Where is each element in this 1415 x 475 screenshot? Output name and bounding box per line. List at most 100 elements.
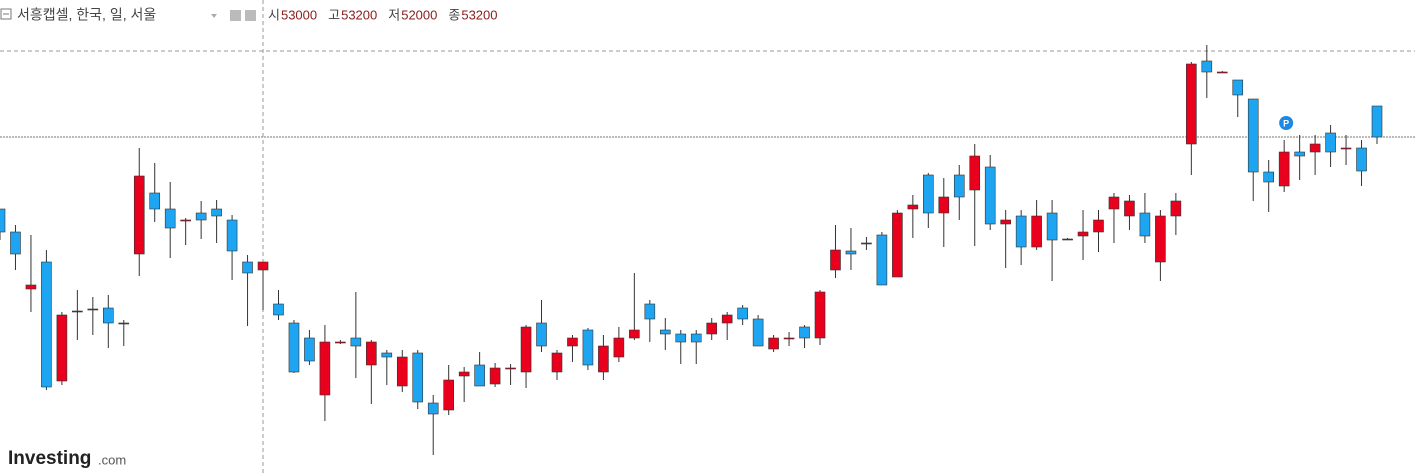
candle-body xyxy=(1309,143,1321,153)
candle-body xyxy=(133,175,145,255)
candle-body xyxy=(335,341,346,344)
candle-body xyxy=(814,291,826,339)
settings-icon[interactable] xyxy=(245,10,256,21)
candle-body xyxy=(969,155,981,191)
ohlc-value: 53000 xyxy=(281,7,317,22)
candle-body xyxy=(489,367,501,385)
candle-body xyxy=(505,367,516,370)
candle-body xyxy=(257,261,269,271)
candle-body xyxy=(582,329,594,366)
candle-body xyxy=(1371,105,1383,138)
candle-body xyxy=(41,261,52,388)
candle-body xyxy=(1046,212,1058,241)
candle-body xyxy=(1201,60,1213,73)
candle-body xyxy=(1031,215,1042,248)
candle-body xyxy=(1124,200,1135,217)
candle-body xyxy=(1186,63,1197,145)
ohlc-header: 시 53000 고 53200 저 52000 종 53200 xyxy=(268,7,498,22)
chart-title: 서흥캡셀, 한국, 일, 서울 xyxy=(17,7,156,23)
ohlc-value: 52000 xyxy=(401,7,437,22)
annotation-marker xyxy=(1279,116,1294,130)
candle-body xyxy=(659,329,671,335)
logo: Investing xyxy=(8,448,91,469)
candle-body xyxy=(752,318,764,347)
ohlc-label: 종 xyxy=(448,7,460,22)
candle-body xyxy=(923,174,934,214)
candle-body xyxy=(319,341,331,396)
annotation-label: P xyxy=(1283,118,1289,128)
candle-body xyxy=(1340,147,1352,150)
candle-body xyxy=(412,352,424,403)
candle-body xyxy=(164,208,176,229)
candle-body xyxy=(273,303,284,316)
candle-body xyxy=(118,322,130,325)
logo-suffix: .com xyxy=(98,452,126,467)
candle-body xyxy=(1294,151,1305,157)
candle-body xyxy=(876,234,888,286)
candle-body xyxy=(195,212,207,221)
candle-body xyxy=(892,212,903,278)
candle-body xyxy=(10,231,21,255)
candle-body xyxy=(799,326,810,339)
candle-body xyxy=(1062,238,1073,241)
candle-body xyxy=(443,379,454,411)
candle-body xyxy=(1155,215,1166,263)
candle-body xyxy=(938,196,950,214)
candle-body xyxy=(366,341,377,366)
candle-body xyxy=(87,308,99,311)
candle-body xyxy=(1247,98,1259,173)
candle-body xyxy=(149,192,161,210)
candle-body xyxy=(1278,151,1290,187)
candle-body xyxy=(1139,212,1151,237)
candle-body xyxy=(567,337,578,347)
candle-body xyxy=(72,310,83,313)
candle-body xyxy=(1015,215,1027,248)
candle-body xyxy=(737,307,748,320)
candle-body xyxy=(1077,231,1089,237)
candle-body xyxy=(103,307,114,324)
candle-body xyxy=(396,356,408,387)
candle-body xyxy=(768,337,779,350)
candle-body xyxy=(1232,79,1244,96)
candle-body xyxy=(427,402,439,415)
candle-body xyxy=(0,208,6,233)
candle-body xyxy=(1356,147,1367,172)
candle-body xyxy=(953,174,965,198)
candle-body xyxy=(690,333,702,343)
candle-body xyxy=(1263,171,1274,183)
settings-icon[interactable] xyxy=(230,10,241,21)
dropdown-arrow[interactable] xyxy=(211,14,217,18)
candle-body xyxy=(211,208,222,217)
candle-body xyxy=(56,314,68,382)
candle-body xyxy=(644,303,656,320)
ohlc-label: 저 xyxy=(388,7,400,22)
candle-body xyxy=(350,337,362,347)
candle-body xyxy=(613,337,625,358)
collapse-icon[interactable] xyxy=(0,8,12,20)
candle-body xyxy=(830,249,841,271)
candle-body xyxy=(861,242,872,245)
candles: P xyxy=(0,45,1415,455)
ohlc-label: 고 xyxy=(328,7,340,22)
candle-body xyxy=(1000,219,1011,225)
candle-body xyxy=(629,329,640,339)
candle-body xyxy=(25,284,37,290)
candle-body xyxy=(551,352,563,373)
candle-body xyxy=(304,337,315,362)
candle-body xyxy=(242,261,253,274)
ohlc-value: 53200 xyxy=(341,7,377,22)
candle-body xyxy=(180,219,191,222)
candle-body xyxy=(706,322,718,335)
candle-body xyxy=(1325,132,1336,153)
candle-body xyxy=(1170,200,1182,217)
candle-body xyxy=(598,345,609,373)
candle-body xyxy=(474,364,485,387)
ohlc-value: 53200 xyxy=(461,7,497,22)
candle-body xyxy=(675,333,687,343)
candle-body xyxy=(1216,71,1228,74)
ohlc-label: 시 xyxy=(268,7,280,22)
candle-body xyxy=(1108,196,1120,210)
candle-body xyxy=(845,250,857,255)
candle-body xyxy=(984,166,996,225)
